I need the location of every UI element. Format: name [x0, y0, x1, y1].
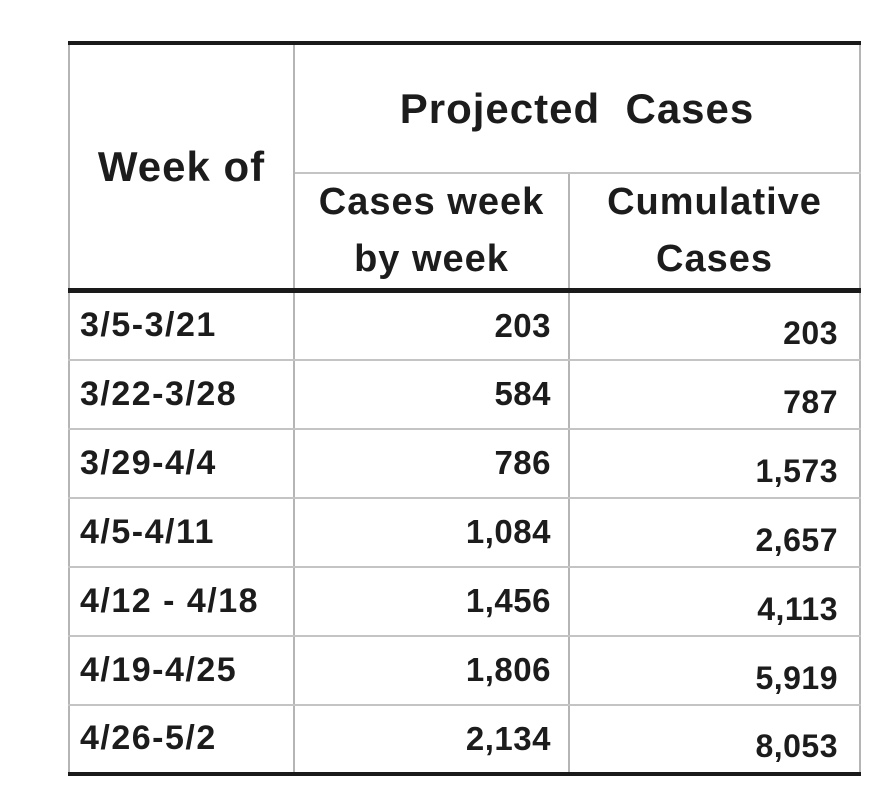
table-header-row-sub: Cases week by week Cumulative Cases: [69, 173, 861, 293]
cumulative-value: 5,919: [755, 659, 839, 696]
table-row: 4/19-4/25 1,806 5,919: [69, 635, 861, 706]
week-cell: 4/26-5/2: [69, 704, 295, 775]
cumulative-cases-cell: 787: [569, 359, 861, 430]
subheader-cases-week-by-week: Cases week by week: [294, 173, 569, 293]
cumulative-cases-cell: 203: [569, 290, 861, 361]
weekly-cases-cell: 2,134: [294, 704, 570, 775]
week-cell: 4/12 - 4/18: [69, 566, 295, 637]
cumulative-value: 4,113: [757, 590, 839, 627]
cumulative-cases-cell: 1,573: [569, 428, 861, 499]
cumulative-cases-cell: 5,919: [569, 635, 861, 706]
table-row: 3/22-3/28 584 787: [69, 359, 861, 430]
header-week-of: Week of: [69, 43, 295, 293]
week-cell: 4/19-4/25: [69, 635, 295, 706]
table-row: 4/26-5/2 2,134 8,053: [69, 704, 861, 775]
cumulative-value: 8,053: [755, 728, 839, 764]
cumulative-cases-cell: 2,657: [569, 497, 861, 568]
table-row: 3/5-3/21 203 203: [69, 290, 861, 361]
cumulative-value: 1,573: [755, 452, 839, 489]
weekly-cases-cell: 786: [294, 428, 570, 499]
cumulative-cases-cell: 4,113: [569, 566, 861, 637]
table-header-row-top: Week of Projected Cases: [69, 43, 861, 293]
week-cell: 4/5-4/11: [69, 497, 295, 568]
weekly-cases-cell: 1,456: [294, 566, 570, 637]
header-projected-cases: Projected Cases: [294, 43, 861, 174]
cumulative-value: 2,657: [755, 521, 839, 558]
table-row: 3/29-4/4 786 1,573: [69, 428, 861, 499]
week-cell: 3/5-3/21: [69, 290, 295, 361]
projected-cases-table: Week of Projected Cases Cases week by we…: [68, 41, 862, 776]
table-row: 4/12 - 4/18 1,456 4,113: [69, 566, 861, 637]
week-cell: 3/29-4/4: [69, 428, 295, 499]
cumulative-cases-cell: 8,053: [569, 704, 861, 775]
subheader-cumulative-cases: Cumulative Cases: [567, 173, 861, 293]
cumulative-value: 787: [783, 383, 839, 420]
week-cell: 3/22-3/28: [69, 359, 295, 430]
cumulative-value: 203: [783, 315, 839, 352]
weekly-cases-cell: 203: [294, 290, 570, 361]
weekly-cases-cell: 584: [294, 359, 570, 430]
weekly-cases-cell: 1,806: [294, 635, 570, 706]
weekly-cases-cell: 1,084: [294, 497, 570, 568]
table-row: 4/5-4/11 1,084 2,657: [69, 497, 861, 568]
